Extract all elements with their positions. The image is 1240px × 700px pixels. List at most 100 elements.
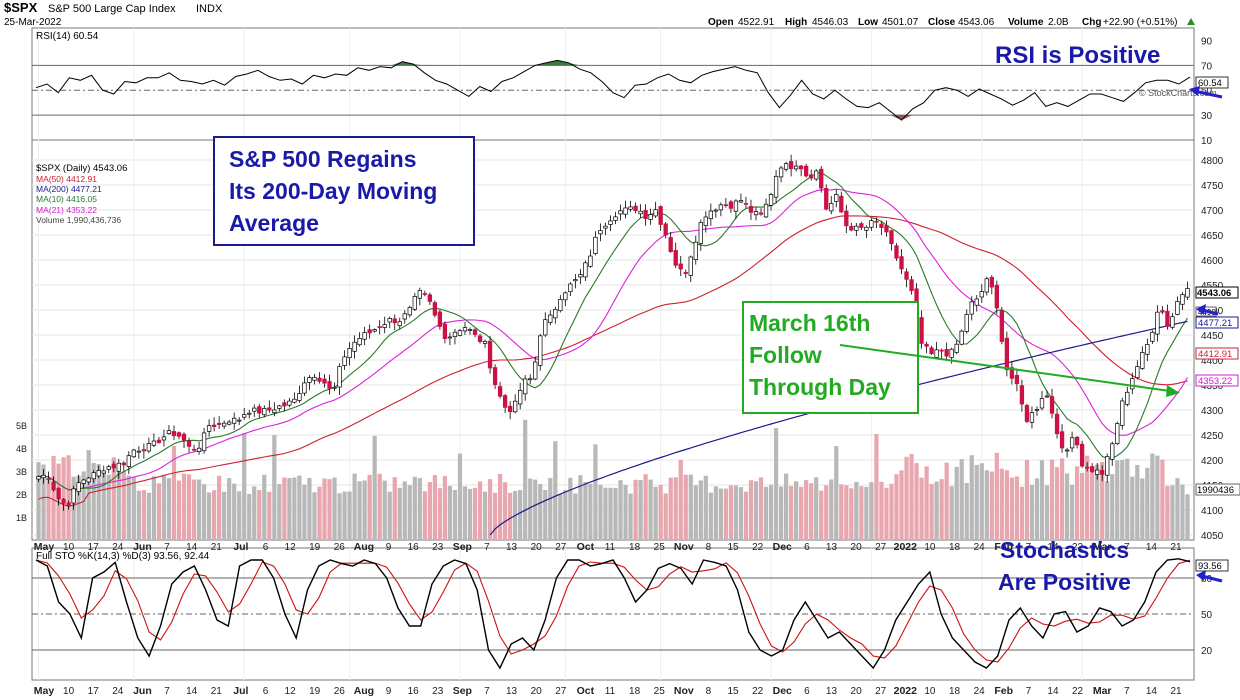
candle-down [668, 237, 673, 253]
up-arrow-icon [1187, 18, 1195, 25]
volume-bar [457, 453, 463, 540]
volume-bar [292, 477, 297, 540]
volume-bar [477, 481, 483, 540]
candle-up [382, 324, 387, 328]
candle-up [1110, 443, 1115, 460]
candle-down [66, 502, 71, 507]
candle-up [718, 204, 724, 211]
candle-up [949, 348, 954, 358]
candle-down [56, 487, 61, 500]
candle-up [558, 299, 563, 312]
volume-bar [487, 479, 493, 540]
x-tick-mid: 8 [706, 542, 712, 553]
volume-bar [81, 471, 86, 540]
x-tick-bottom: 9 [386, 686, 392, 697]
volume-bar [573, 493, 578, 540]
volume-bar [462, 486, 468, 540]
candle-up [407, 307, 412, 316]
candle-up [969, 301, 974, 315]
volume-bar [578, 475, 583, 540]
x-tick-bottom: 20 [531, 686, 543, 697]
candle-up [126, 455, 131, 467]
box-line-1: S&P 500 Regains [229, 146, 417, 172]
candle-up [1044, 395, 1050, 398]
volume-bar [357, 481, 362, 540]
x-tick-bottom: 12 [285, 686, 297, 697]
candle-up [101, 470, 106, 474]
volume-bar [161, 474, 167, 540]
volume-bar [1135, 465, 1140, 540]
candle-down [683, 272, 688, 274]
volume-bar [96, 464, 101, 540]
candle-up [638, 210, 643, 215]
volume-bar [467, 488, 473, 540]
x-tick-bottom: Nov [674, 685, 694, 697]
volume-bar [523, 419, 528, 540]
volume-bar [397, 487, 402, 540]
volume-bar [728, 485, 734, 540]
rsi-tag-text: 60.54 [1198, 78, 1222, 89]
volume-bar [839, 484, 844, 540]
x-tick-mid: 27 [555, 542, 567, 553]
candle-down [643, 210, 648, 219]
price-y-tick: 4100 [1201, 506, 1224, 517]
volume-bar [217, 475, 222, 540]
volume-bar [1019, 486, 1025, 540]
x-tick-mid: Jul [233, 541, 248, 553]
x-tick-bottom: 6 [263, 686, 269, 697]
x-tick-bottom: Oct [577, 685, 595, 697]
volume-bar [984, 470, 989, 540]
candle-down [211, 424, 217, 427]
volume-bar [312, 492, 317, 540]
candle-up [362, 332, 367, 340]
price-y-tick: 4750 [1201, 181, 1224, 192]
volume-bar [994, 452, 999, 540]
chg-label: Chg [1082, 17, 1101, 28]
candle-down [658, 206, 663, 225]
candle-up [337, 366, 342, 388]
volume-bar [362, 480, 367, 540]
candle-down [1054, 413, 1060, 435]
volume-bar [36, 462, 41, 540]
volume-bar [959, 459, 964, 540]
candle-down [884, 225, 889, 233]
volume-bar [111, 457, 116, 540]
rsi-value-tag: 60.54 [1195, 76, 1229, 89]
candle-down [427, 294, 433, 302]
candle-down [477, 335, 483, 342]
candle-up [834, 194, 839, 202]
volume-bar [1054, 467, 1060, 540]
candle-down [673, 250, 678, 266]
candle-up [528, 378, 533, 381]
open-value: 4522.91 [738, 17, 775, 28]
candle-up [467, 329, 473, 331]
volume-bar [41, 464, 46, 540]
candle-up [161, 436, 167, 441]
volume-bar [447, 485, 453, 540]
volume-bar [718, 488, 723, 540]
volume-bar [819, 490, 824, 540]
candle-up [653, 209, 658, 217]
ohlc-readout: Open 4522.91 High 4546.03 Low 4501.07 Cl… [708, 17, 1195, 28]
chg-value: +22.90 (+0.51%) [1103, 17, 1178, 28]
candle-up [221, 422, 227, 427]
x-tick-bottom: 14 [1146, 686, 1158, 697]
candle-up [332, 386, 337, 389]
volume-bar [126, 475, 131, 540]
volume-bar [553, 441, 558, 540]
x-tick-bottom: Jul [233, 685, 248, 697]
candle-down [171, 431, 177, 437]
candle-up [733, 200, 739, 212]
candle-down [442, 323, 448, 339]
candle-down [839, 195, 844, 213]
candle-down [924, 343, 929, 347]
volume-bar [186, 474, 192, 540]
volume-bar [804, 480, 809, 540]
ma50-price-tag: 4412.91 [1195, 347, 1239, 360]
x-tick-mid: 12 [285, 542, 297, 553]
volume-bar [693, 485, 698, 540]
x-tick-bottom: 11 [605, 686, 616, 697]
x-tick-mid: 2022 [894, 541, 918, 553]
candle-down [748, 205, 754, 213]
